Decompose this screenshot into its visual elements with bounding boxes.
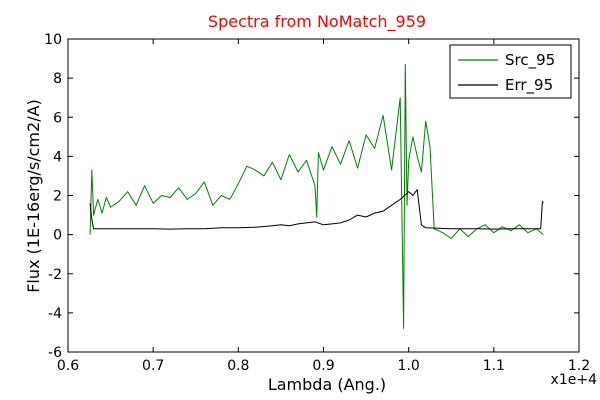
chart-title: Spectra from NoMatch_959 <box>208 12 426 32</box>
y-tick-label-2: -2 <box>48 267 62 283</box>
legend-box <box>449 44 572 99</box>
y-tick-label-8: 10 <box>44 32 62 48</box>
y-tick-label-3: 0 <box>53 228 62 244</box>
y-tick-label-1: -4 <box>48 306 62 322</box>
x-tick-label-0: 0.6 <box>57 358 79 374</box>
y-tick-label-5: 4 <box>53 149 62 165</box>
x-axis-multiplier: x1e+4 <box>551 372 598 388</box>
y-tick-label-0: -6 <box>48 345 62 361</box>
y-tick-label-6: 6 <box>53 110 62 126</box>
series-layer <box>89 63 544 329</box>
x-tick-label-4: 1.0 <box>398 358 420 374</box>
y-axis-ticks: -6 -4 -2 0 2 4 6 8 10 <box>44 32 579 361</box>
legend-label-src: Src_95 <box>505 51 555 70</box>
x-axis-ticks: 0.6 0.7 0.8 0.9 1.0 1.1 1.2 <box>57 39 590 374</box>
x-tick-label-5: 1.1 <box>483 358 505 374</box>
x-tick-label-3: 0.9 <box>312 358 334 374</box>
x-tick-label-2: 0.8 <box>227 358 249 374</box>
series-line-err-95 <box>89 189 544 230</box>
x-axis-label: Lambda (Ang.) <box>268 375 386 394</box>
legend-label-err: Err_95 <box>505 76 553 95</box>
x-tick-label-1: 0.7 <box>142 358 164 374</box>
legend: Src_95 Err_95 <box>449 44 572 99</box>
plot-area: 0.6 0.7 0.8 0.9 1.0 1.1 1.2 -6 -4 -2 0 2 4 6 8 10 <box>44 32 590 374</box>
y-axis-label: Flux (1E-16erg/s/cm2/A) <box>24 99 43 293</box>
y-tick-label-7: 8 <box>53 71 62 87</box>
series-line-src-95 <box>89 63 544 329</box>
y-tick-label-4: 2 <box>53 189 62 205</box>
x-tick-label-6: 1.2 <box>568 358 590 374</box>
